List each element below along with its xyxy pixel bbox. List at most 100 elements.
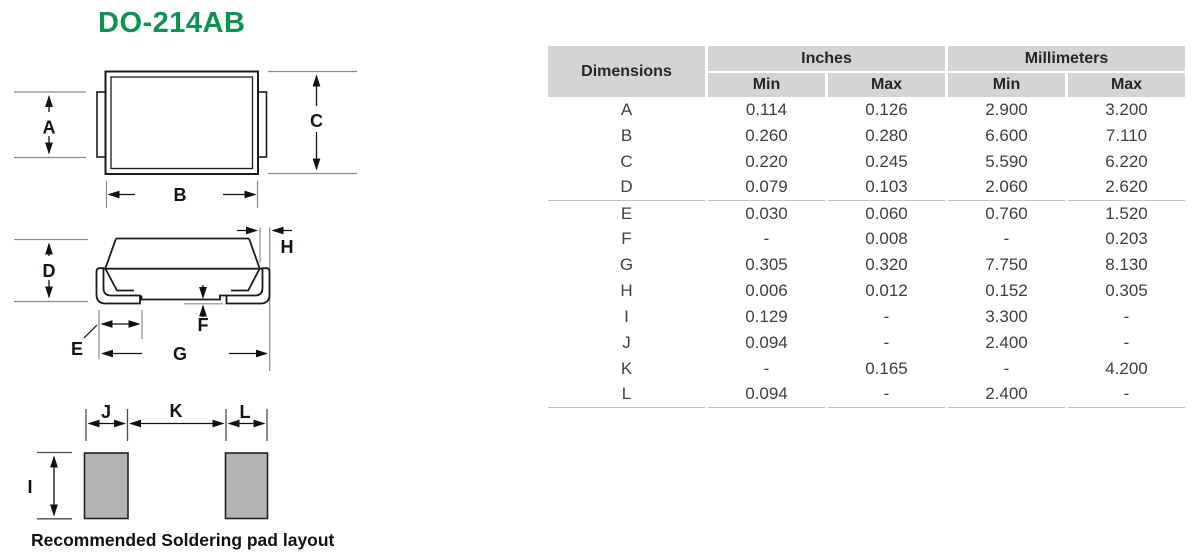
cell-mm-min: 2.060	[948, 175, 1065, 201]
cell-mm-max: -	[1123, 307, 1130, 327]
top-view-extension-lines	[14, 70, 357, 208]
dim-label-f: F	[198, 315, 209, 335]
cell-in-max: 0.126	[865, 99, 908, 119]
cell-in-max: 0.012	[865, 281, 908, 301]
cell-dim: J	[622, 333, 631, 353]
dimensions-table-body: A 0.114 0.126 2.900 3.200 B 0.260 0.280 …	[548, 97, 1185, 408]
cell-in-min: -	[763, 229, 770, 249]
cell-mm-max: 3.200	[1105, 99, 1148, 119]
right-solder-pad	[224, 452, 269, 520]
cell-mm-min: -	[1003, 359, 1010, 379]
dim-label-a: A	[43, 118, 56, 138]
header-inches-min: Min	[708, 73, 825, 97]
cell-in-max: 0.060	[865, 203, 908, 223]
dim-label-j: J	[101, 402, 111, 422]
dim-label-l: L	[240, 402, 251, 422]
cell-in-max: 0.008	[865, 229, 908, 249]
cell-mm-min: 5.590	[985, 151, 1028, 171]
cell-dim: H	[620, 281, 633, 301]
cell-mm-min: 0.760	[985, 203, 1028, 223]
dim-d-label-backing	[39, 256, 59, 280]
cell-in-min: 0.305	[745, 255, 788, 275]
cell-mm-min: 2.400	[948, 382, 1065, 408]
cell-mm-min: 2.900	[985, 99, 1028, 119]
cell-dim: K	[620, 359, 633, 379]
pad-layout-view: J K L I	[27, 401, 269, 520]
cell-in-min: 0.094	[745, 333, 788, 353]
cell-in-min: 0.079	[708, 175, 825, 201]
dim-label-d: D	[43, 261, 56, 281]
cell-dim: F	[621, 229, 632, 249]
body-inner-rect	[110, 76, 254, 170]
cell-dim: B	[620, 125, 633, 145]
cell-in-min: 0.030	[745, 203, 788, 223]
pad-layout-caption: Recommended Soldering pad layout	[31, 530, 335, 550]
dim-label-k: K	[170, 401, 183, 421]
dim-label-c: C	[310, 111, 323, 131]
cell-dim: G	[619, 255, 634, 275]
dim-label-g: G	[173, 344, 187, 364]
cell-mm-max: 6.220	[1105, 151, 1148, 171]
cell-in-min: 0.094	[708, 382, 825, 408]
left-lead	[95, 267, 141, 305]
dim-label-e: E	[71, 339, 83, 359]
body-outer-rect	[104, 70, 259, 175]
cell-in-min: 0.129	[745, 307, 788, 327]
cell-dim: D	[548, 175, 705, 201]
side-view: D H F E G	[14, 226, 294, 371]
cell-mm-max: 1.520	[1105, 203, 1148, 223]
header-group-inches: Inches	[708, 46, 945, 71]
cell-dim: I	[624, 307, 629, 327]
cell-dim: E	[620, 203, 633, 223]
cell-in-max: -	[828, 382, 945, 408]
cell-mm-max: 0.305	[1105, 281, 1148, 301]
cell-mm-max: -	[1068, 382, 1185, 408]
cell-mm-min: 2.400	[985, 333, 1028, 353]
pad-layout-ticks	[37, 409, 268, 520]
dim-label-i: I	[27, 477, 32, 497]
header-dimensions: Dimensions	[548, 46, 705, 97]
cell-mm-max: -	[1123, 333, 1130, 353]
cell-in-max: 0.165	[865, 359, 908, 379]
cell-mm-max: 4.200	[1105, 359, 1148, 379]
dim-label-b: B	[174, 185, 187, 205]
cell-mm-min: 6.600	[985, 125, 1028, 145]
cell-in-max: 0.320	[865, 255, 908, 275]
cell-in-min: -	[763, 359, 770, 379]
dimensions-table-header: Dimensions Inches Millimeters Min Max Mi…	[548, 46, 1185, 97]
cell-in-max: 0.103	[828, 175, 945, 201]
cell-mm-min: -	[1003, 229, 1010, 249]
side-view-extension-lines	[14, 227, 271, 371]
cell-dim: C	[620, 151, 633, 171]
cell-in-max: -	[883, 307, 890, 327]
cell-dim: A	[620, 99, 633, 119]
header-mm-max: Max	[1068, 73, 1185, 97]
cell-mm-max: 8.130	[1105, 255, 1148, 275]
cell-mm-min: 0.152	[985, 281, 1028, 301]
cell-in-min: 0.220	[745, 151, 788, 171]
cell-dim: L	[548, 382, 705, 408]
dim-a-label-backing	[39, 112, 59, 136]
left-solder-pad	[83, 452, 129, 520]
cell-in-max: -	[883, 333, 890, 353]
package-outline-drawing: A C B	[14, 70, 357, 520]
cell-in-min: 0.114	[745, 99, 788, 119]
dim-c-label-backing	[306, 106, 327, 132]
dim-label-h: H	[281, 237, 294, 257]
molded-body	[103, 237, 263, 301]
cell-in-min: 0.006	[745, 281, 788, 301]
cell-mm-max: 2.620	[1068, 175, 1185, 201]
header-mm-min: Min	[948, 73, 1065, 97]
cell-in-min: 0.260	[745, 125, 788, 145]
header-inches-max: Max	[828, 73, 945, 97]
cell-in-max: 0.280	[865, 125, 908, 145]
dimensions-table: Dimensions Inches Millimeters Min Max Mi…	[548, 46, 1185, 408]
cell-mm-min: 7.750	[985, 255, 1028, 275]
header-group-millimeters: Millimeters	[948, 46, 1185, 71]
cell-in-max: 0.245	[865, 151, 908, 171]
cell-mm-max: 7.110	[1105, 125, 1148, 145]
cell-mm-max: 0.203	[1105, 229, 1148, 249]
dim-e-leader	[83, 324, 98, 339]
top-view: A C B	[14, 70, 357, 208]
